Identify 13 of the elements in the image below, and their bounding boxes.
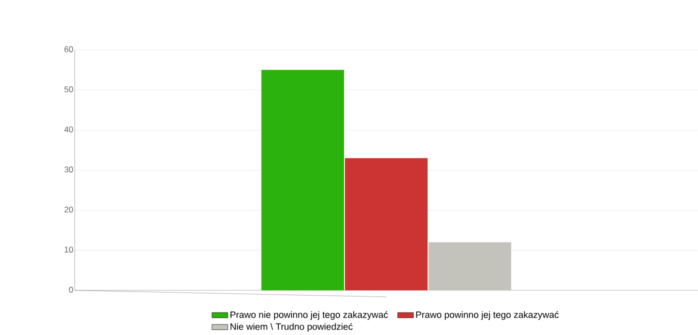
y-tick-label: 50 <box>64 86 74 92</box>
legend-label: Prawo powinno jej tego zakazywać <box>416 311 559 320</box>
legend-label: Prawo nie powinno jej tego zakazywać <box>230 311 388 320</box>
y-tick-label: 20 <box>64 206 74 213</box>
bar <box>428 242 512 290</box>
bar <box>261 70 344 290</box>
legend-label: Nie wiem \ Trudno powiedzieć <box>230 323 353 332</box>
y-tick-label: 30 <box>64 166 74 172</box>
y-tick-label: 0 <box>69 286 74 293</box>
y-tick-label: 40 <box>64 126 74 132</box>
y-tick-label: 10 <box>64 246 74 253</box>
bar <box>344 158 428 290</box>
y-tick-label: 60 <box>64 46 74 52</box>
